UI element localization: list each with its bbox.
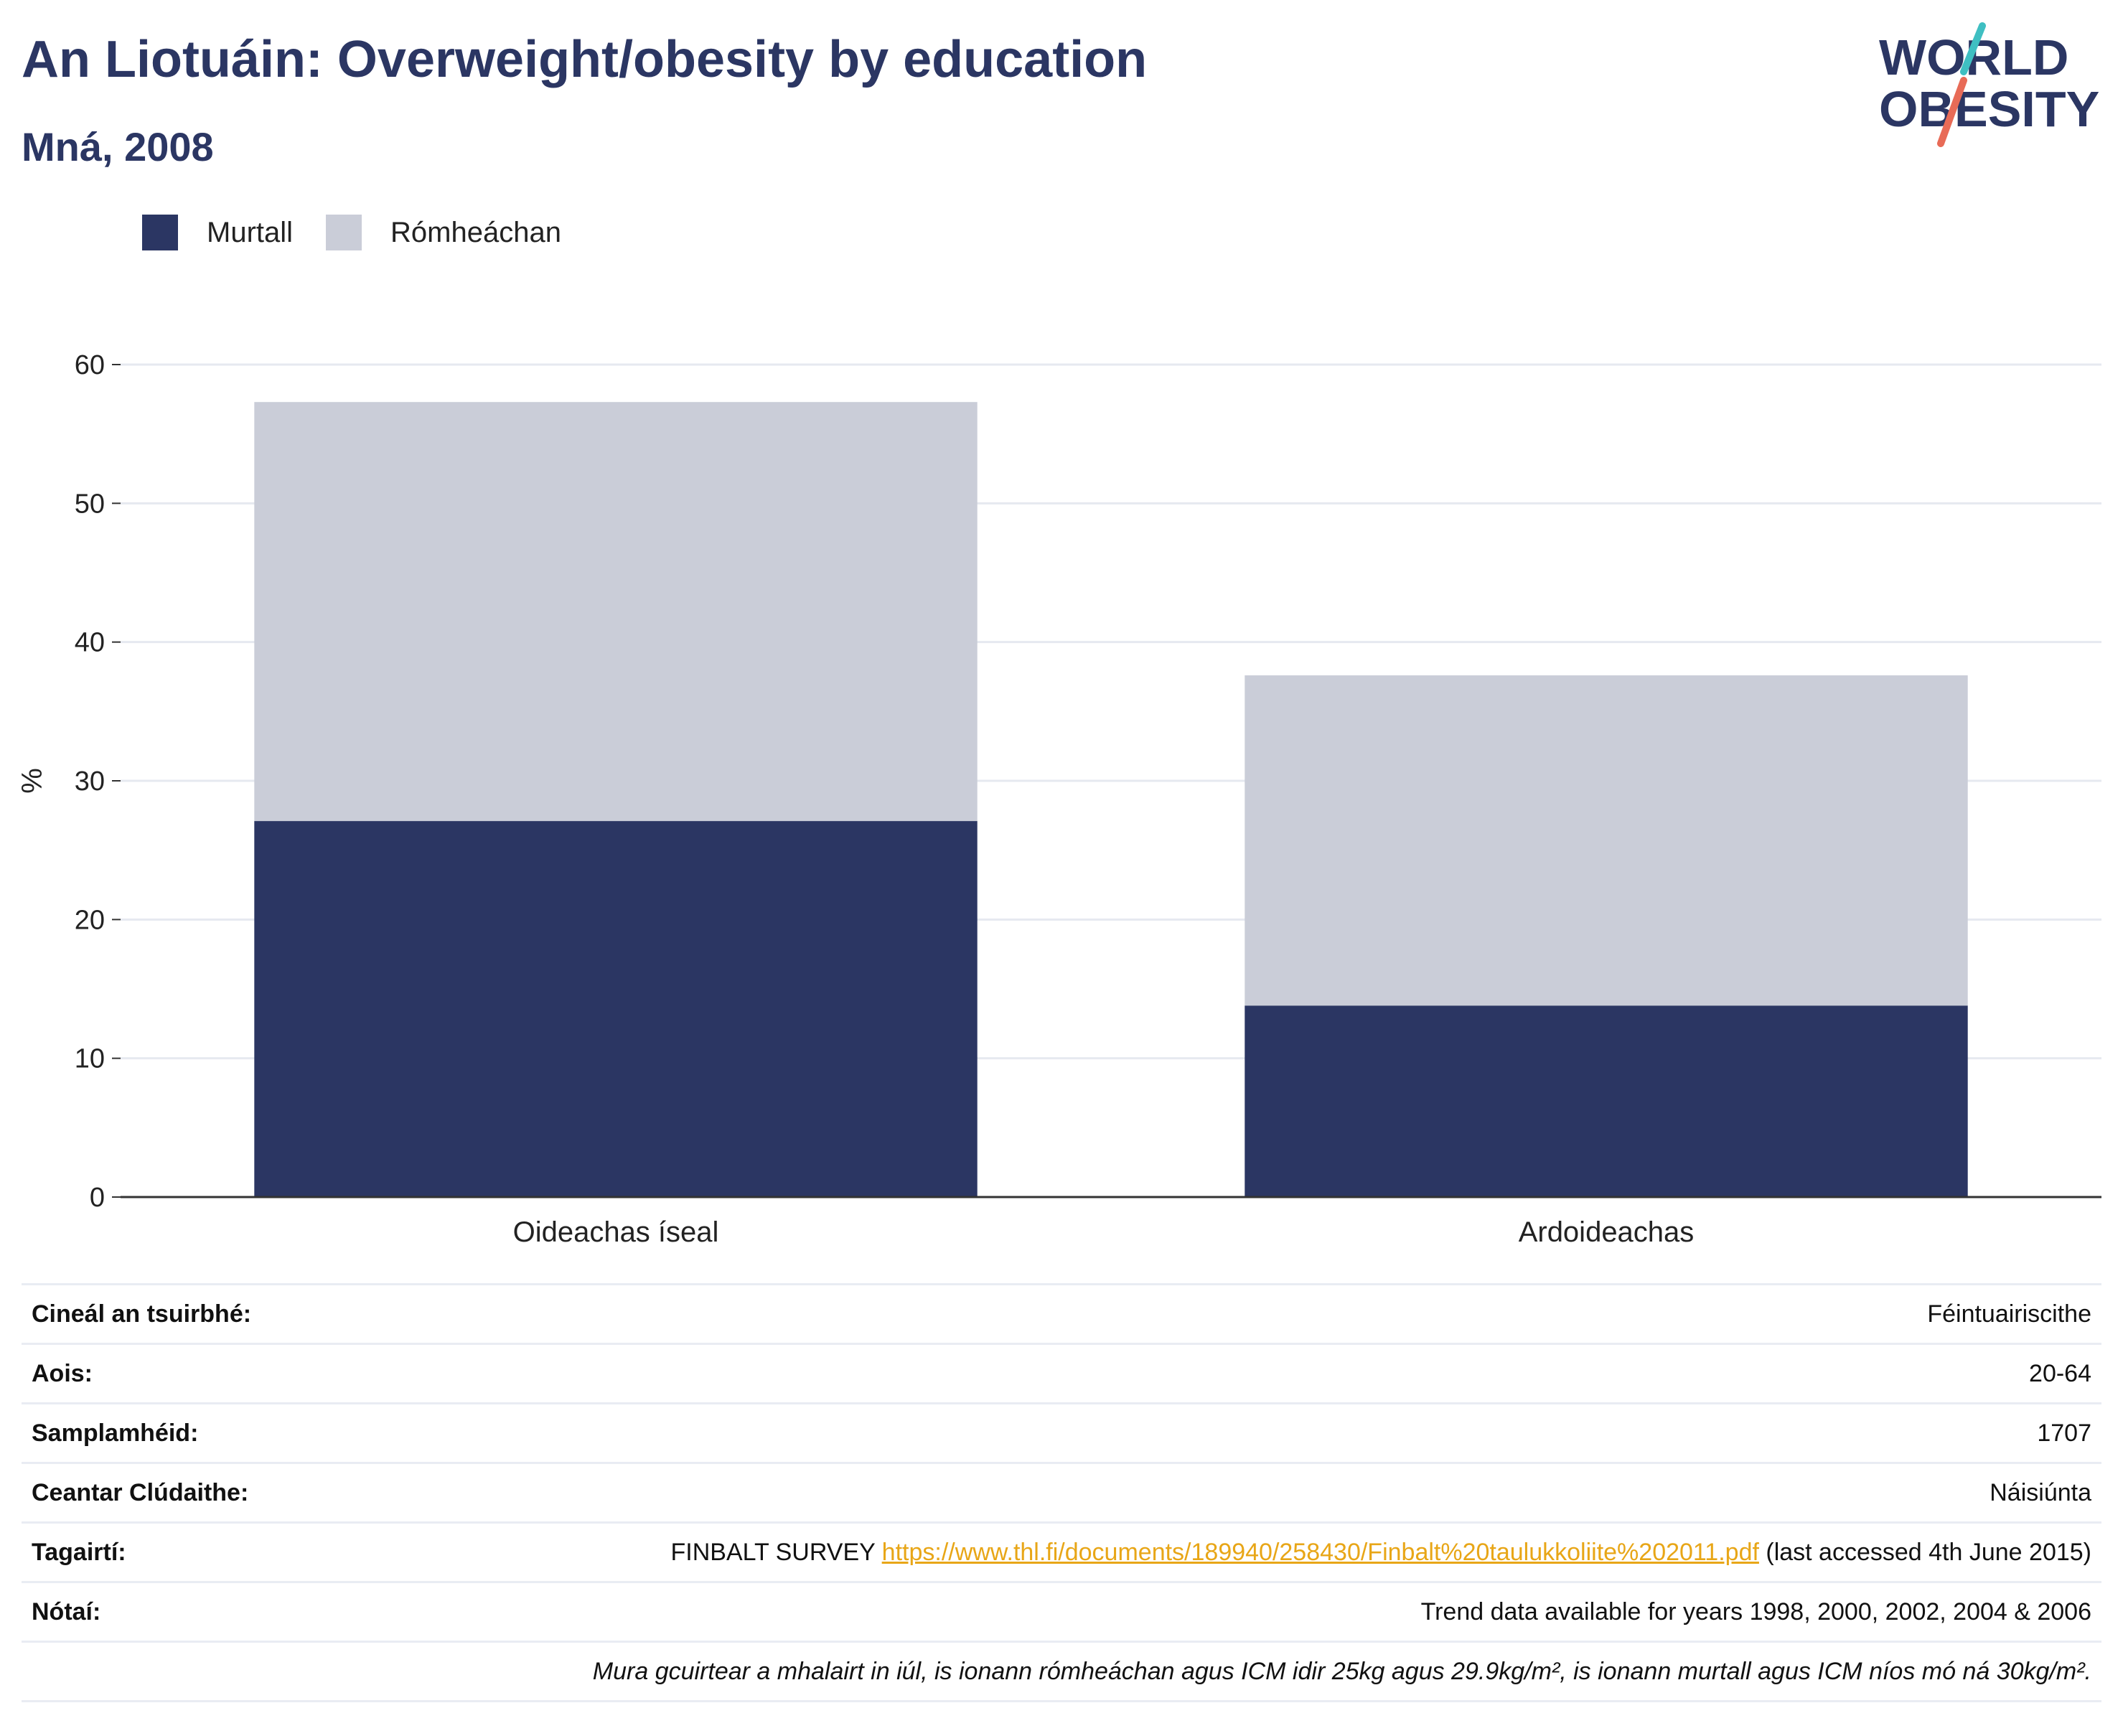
info-key: Tagairtí:	[22, 1521, 319, 1582]
bar-segment-obese	[1245, 1005, 1968, 1197]
info-row-footnote: Mura gcuirtear a mhalairt in iúl, is ion…	[22, 1641, 2101, 1702]
info-row-area-covered: Ceantar Clúdaithe: Náisiúnta	[22, 1462, 2101, 1523]
y-tick-label: 10	[75, 1044, 105, 1074]
x-tick-label: Oideachas íseal	[513, 1216, 719, 1248]
y-tick-label: 20	[75, 905, 105, 935]
logo-slash-teal	[1960, 22, 1986, 75]
legend-item-overweight[interactable]: Rómheáchan	[326, 215, 561, 250]
legend-swatch-obese	[142, 215, 178, 250]
world-obesity-logo: WORLD OBESITY	[1879, 22, 2099, 147]
chart-legend: Murtall Rómheáchan	[142, 212, 594, 253]
info-key: Cineál an tsuirbhé:	[22, 1283, 319, 1344]
info-value: 1707	[318, 1402, 2101, 1463]
info-value: Féintuairiscithe	[318, 1283, 2101, 1344]
info-value: Náisiúnta	[318, 1462, 2101, 1523]
y-tick-label: 40	[75, 628, 105, 658]
y-tick-label: 60	[75, 350, 105, 380]
reference-link[interactable]: https://www.thl.fi/documents/189940/2584…	[881, 1538, 1759, 1566]
logo-slash-red	[1937, 77, 1967, 147]
legend-label-obese: Murtall	[207, 216, 294, 248]
y-tick-label: 0	[90, 1183, 105, 1213]
bar-segment-overweight	[1245, 675, 1968, 1006]
legend-label-overweight: Rómheáchan	[390, 216, 561, 248]
reference-suffix: (last accessed 4th June 2015)	[1758, 1538, 2091, 1566]
info-key: Aois:	[22, 1343, 319, 1404]
info-key: Nótaí:	[22, 1581, 319, 1642]
legend-swatch-overweight	[326, 215, 362, 250]
info-value: FINBALT SURVEY https://www.thl.fi/docume…	[318, 1521, 2101, 1582]
info-key: Samplamhéid:	[22, 1402, 319, 1463]
info-row-sample-size: Samplamhéid: 1707	[22, 1402, 2101, 1463]
info-row-survey-type: Cineál an tsuirbhé: Féintuairiscithe	[22, 1283, 2101, 1344]
y-tick-label: 50	[75, 489, 105, 519]
info-row-notes: Nótaí: Trend data available for years 19…	[22, 1581, 2101, 1642]
chart-title: An Liotuáin: Overweight/obesity by educa…	[22, 31, 1148, 88]
bar-segment-obese	[254, 821, 978, 1197]
bar-chart: 0 10 20 30 40 50 60% Oideachas íseal Ardoideacha…	[17, 350, 2101, 1248]
info-key: Ceantar Clúdaithe:	[22, 1462, 319, 1523]
info-value: Trend data available for years 1998, 200…	[318, 1581, 2101, 1642]
footnote: Mura gcuirtear a mhalairt in iúl, is ion…	[22, 1641, 2101, 1702]
chart-subtitle: Mná, 2008	[22, 124, 214, 169]
survey-info-table: Cineál an tsuirbhé: Féintuairiscithe Aoi…	[22, 1283, 2101, 1702]
reference-prefix: FINBALT SURVEY	[670, 1538, 882, 1566]
logo-text-obesity: OBESITY	[1879, 81, 2099, 137]
y-axis-label: %	[17, 768, 48, 794]
legend-item-obese[interactable]: Murtall	[142, 215, 293, 250]
info-value: 20-64	[318, 1343, 2101, 1404]
bar-segment-overweight	[254, 402, 978, 822]
y-tick-label: 30	[75, 766, 105, 797]
info-row-references: Tagairtí: FINBALT SURVEY https://www.thl…	[22, 1521, 2101, 1582]
info-row-age: Aois: 20-64	[22, 1343, 2101, 1404]
x-tick-label: Ardoideachas	[1519, 1216, 1695, 1248]
